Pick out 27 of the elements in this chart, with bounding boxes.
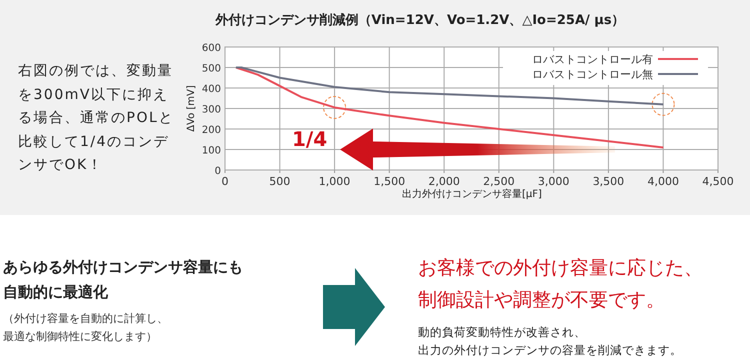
- legend-label: ロバストコントロール有: [532, 53, 653, 66]
- x-tick-label: 1,500: [374, 175, 406, 188]
- x-tick-label: 2,500: [483, 175, 515, 188]
- x-tick-label: 3,000: [538, 175, 570, 188]
- y-axis-title: ΔVo [mV]: [186, 85, 197, 132]
- text: （外付け容量を自動的に計算し、最適な制御特性に変化します）: [3, 311, 168, 345]
- y-tick-label: 100: [202, 146, 221, 156]
- text: あらゆる外付けコンデンサ容量にも自動的に最適化: [3, 257, 244, 303]
- x-tick-label: 4,500: [702, 175, 734, 188]
- x-tick-label: 2,000: [428, 175, 460, 188]
- y-tick-label: 200: [202, 125, 221, 136]
- y-tick-label: 400: [202, 84, 221, 95]
- legend-label: ロバストコントロール無: [532, 68, 653, 81]
- x-tick-label: 3,500: [592, 175, 624, 188]
- x-tick-label: 1,000: [318, 175, 350, 188]
- text: 動的負荷変動特性が改善され、出力の外付けコンデンサの容量を削減できます。: [418, 324, 682, 359]
- text: 右図の例では、変動量を300mV以下に抑える場合、通常のPOLと比較して1/4のコンデンサでOK！: [18, 62, 175, 175]
- chart-title: 外付けコンデンサ削減例（Vin=12V、Vo=1.2V、△Io=25A/ μs）: [214, 13, 625, 28]
- y-tick-label: 500: [202, 64, 221, 74]
- y-tick-label: 300: [202, 104, 221, 116]
- text: お客様での外付け容量に応じた、制御設計や調整が不要です。: [418, 256, 703, 313]
- y-tick-label: 0: [214, 166, 221, 177]
- x-axis-title: 出力外付けコンデンサ容量[μF]: [402, 188, 542, 200]
- x-tick-label: 4,000: [647, 175, 679, 188]
- y-tick-label: 600: [202, 43, 221, 54]
- annotation: 1/4: [292, 127, 328, 151]
- x-tick-label: 500: [269, 175, 290, 188]
